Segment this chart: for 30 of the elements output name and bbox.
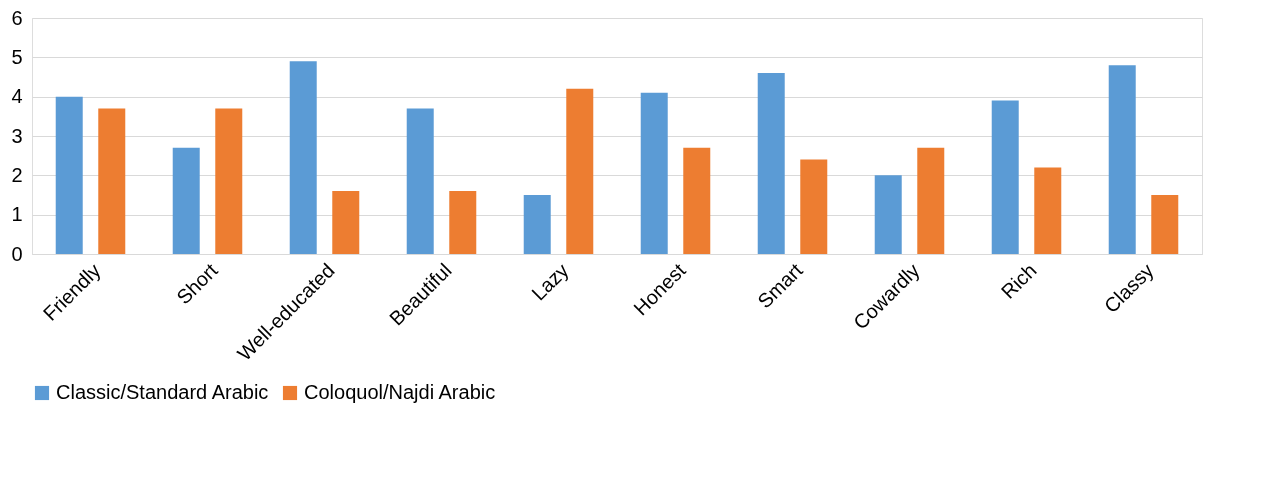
- x-tick-label: Rich: [996, 259, 1041, 303]
- bar: [289, 61, 317, 254]
- bar: [991, 100, 1019, 254]
- bar: [55, 96, 83, 254]
- y-tick-label: 5: [11, 45, 23, 68]
- bar: [172, 147, 200, 254]
- bar: [1034, 167, 1062, 254]
- bar: [332, 191, 360, 254]
- bar: [874, 175, 902, 254]
- bar: [566, 88, 594, 254]
- legend-label: Coloquol/Najdi Arabic: [304, 381, 496, 403]
- bar: [98, 108, 126, 254]
- bar: [523, 195, 551, 254]
- y-tick-label: 0: [11, 242, 23, 265]
- legend-label: Classic/Standard Arabic: [56, 381, 269, 403]
- bar: [917, 147, 945, 254]
- bar: [1151, 195, 1179, 254]
- y-tick-label: 6: [11, 6, 23, 29]
- bar: [449, 191, 477, 254]
- bar: [406, 108, 434, 254]
- y-tick-label: 2: [11, 163, 23, 186]
- bar: [757, 73, 785, 254]
- bar: [640, 92, 668, 254]
- bar: [1108, 65, 1136, 254]
- y-tick-label: 1: [11, 203, 23, 226]
- bar: [683, 147, 711, 254]
- bar: [800, 159, 828, 254]
- y-tick-label: 3: [11, 124, 23, 147]
- bar: [215, 108, 243, 254]
- y-tick-label: 4: [11, 85, 23, 108]
